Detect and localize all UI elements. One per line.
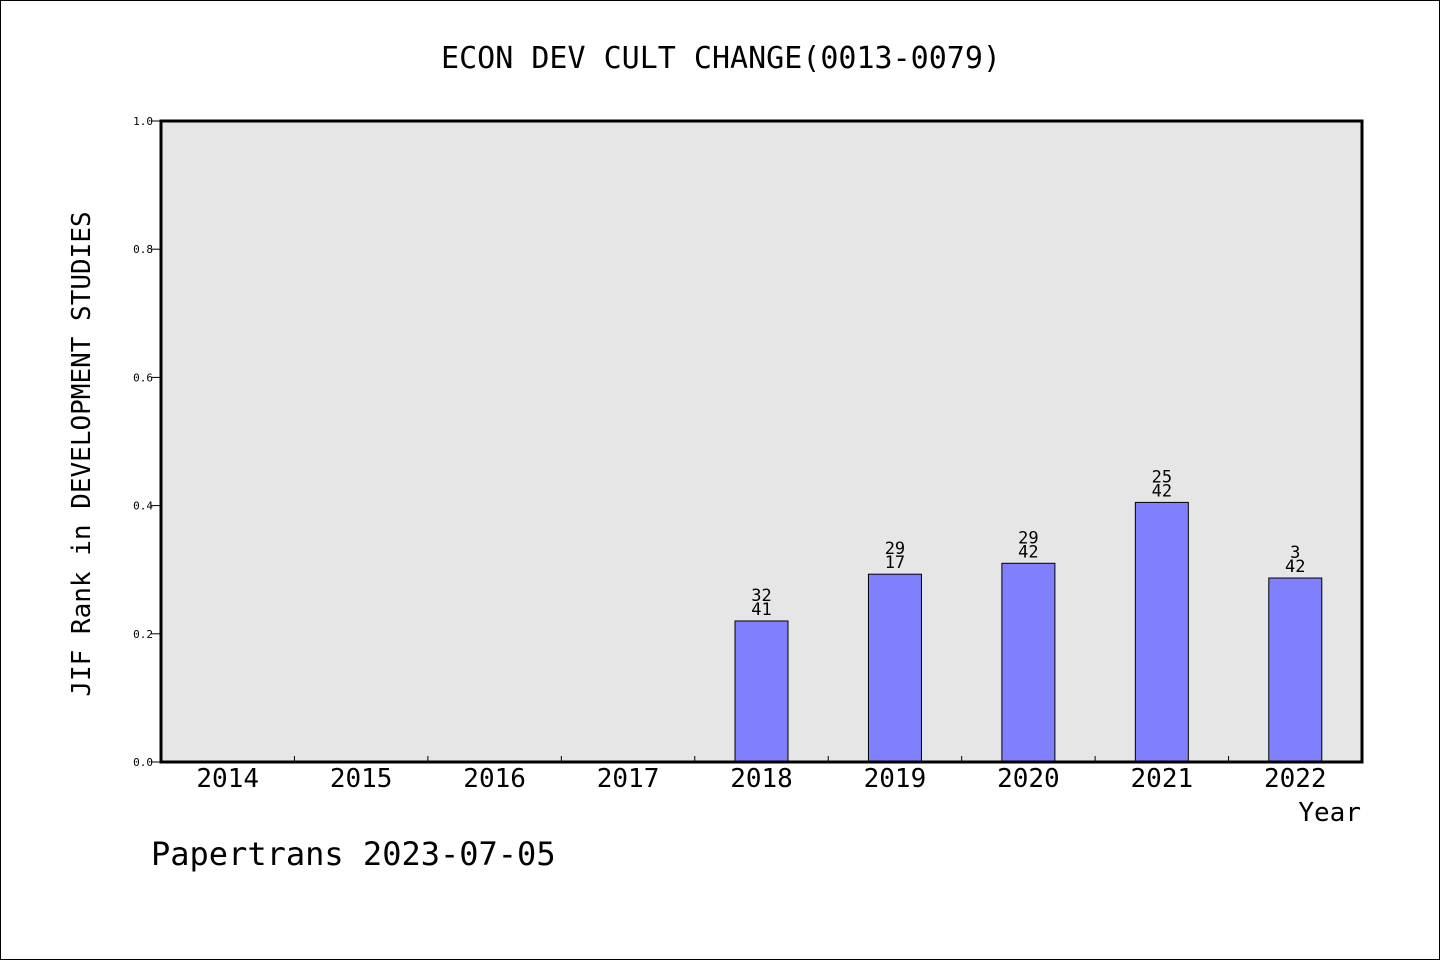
x-tick-label: 2017 — [597, 764, 660, 794]
bar-2018 — [734, 620, 789, 763]
x-tick-label: 2021 — [1131, 764, 1194, 794]
bar-2021 — [1134, 501, 1189, 763]
bar-label-total: 42 — [1152, 481, 1172, 501]
y-tick-label: 0.2 — [133, 628, 153, 641]
x-tick-label: 2016 — [463, 764, 526, 794]
x-tick-label: 2020 — [997, 764, 1060, 794]
bar-2020 — [1001, 562, 1056, 763]
bar-series — [734, 501, 1323, 763]
bar-2022 — [1268, 577, 1323, 763]
bar-label-total: 42 — [1018, 542, 1038, 562]
bar-label-rank: 32 — [751, 586, 771, 606]
y-axis: 0.0 0.2 0.4 0.6 0.8 1.0 — [133, 115, 161, 769]
x-tick-label: 2019 — [864, 764, 927, 794]
bar-label-rank: 29 — [1018, 528, 1038, 548]
bar-label-rank: 3 — [1290, 543, 1300, 563]
y-axis-label: JIF Rank in DEVELOPMENT STUDIES — [67, 211, 97, 696]
bar-label-total: 17 — [885, 553, 905, 573]
chart-title: ECON DEV CULT CHANGE(0013-0079) — [441, 41, 1001, 76]
bar-label-rank: 25 — [1152, 467, 1172, 487]
y-tick-label: 0.8 — [133, 243, 153, 256]
y-tick-label: 1.0 — [133, 115, 153, 128]
x-tick-label: 2015 — [330, 764, 393, 794]
bar-label-rank: 29 — [885, 539, 905, 559]
bar-2019 — [867, 573, 922, 763]
x-tick-label: 2022 — [1264, 764, 1327, 794]
bar-label-total: 42 — [1285, 557, 1305, 577]
y-tick-label: 0.0 — [133, 756, 153, 769]
x-tick-label: 2018 — [730, 764, 793, 794]
credit-text: Papertrans 2023-07-05 — [151, 835, 556, 873]
y-tick-label: 0.6 — [133, 371, 153, 384]
x-tick-label: 2014 — [196, 764, 259, 794]
bar-label-total: 41 — [751, 600, 771, 620]
plot-border — [159, 119, 1364, 764]
x-axis-label: Year — [1298, 798, 1361, 828]
y-tick-label: 0.4 — [133, 500, 153, 513]
x-axis: 2014 2015 2016 2017 2018 2019 2020 2021 2022 — [196, 756, 1327, 794]
